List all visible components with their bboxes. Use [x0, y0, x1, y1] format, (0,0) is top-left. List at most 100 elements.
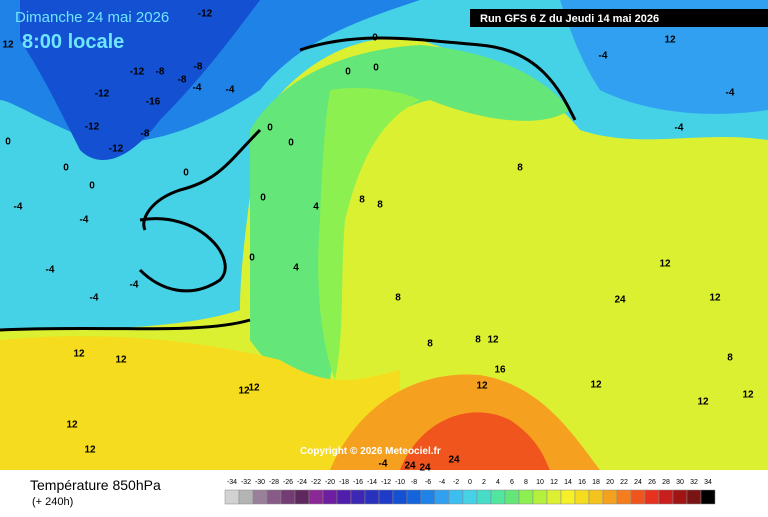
- scale-swatch: [588, 489, 604, 505]
- scale-label: -16: [353, 479, 363, 486]
- scale-swatch: [392, 489, 408, 505]
- scale-label: 2: [482, 479, 486, 486]
- contour-label: 12: [742, 390, 754, 401]
- scale-label: 28: [662, 479, 670, 486]
- scale-swatch: [364, 489, 380, 505]
- contour-label: 0: [249, 253, 255, 264]
- scale-label: -20: [325, 479, 335, 486]
- isotherm-line: [138, 128, 262, 293]
- contour-label: 0: [345, 67, 351, 78]
- scale-swatch: [224, 489, 240, 505]
- contour-label: 24: [404, 461, 416, 472]
- contour-label: 0: [89, 181, 95, 192]
- contour-label: -8: [194, 62, 203, 73]
- hottest-region: [400, 412, 550, 470]
- contour-label: 12: [73, 349, 85, 360]
- forecast-time: 8:00 locale: [22, 31, 124, 53]
- scale-swatch: [434, 489, 450, 505]
- scale-swatch: [504, 489, 520, 505]
- contour-label: 0: [288, 138, 294, 149]
- scale-label: 24: [634, 479, 642, 486]
- contour-label: 0: [372, 33, 378, 44]
- contour-label: 12: [709, 293, 721, 304]
- contour-label: 8: [517, 163, 523, 174]
- contour-label: -4: [80, 215, 89, 226]
- scale-swatch: [238, 489, 254, 505]
- contour-label: 16: [494, 365, 506, 376]
- scale-swatch: [294, 489, 310, 505]
- contour-label: 8: [359, 195, 365, 206]
- scale-label: -34: [227, 479, 237, 486]
- scale-swatch: [616, 489, 632, 505]
- isotherm-line: [299, 36, 577, 121]
- scale-swatch: [658, 489, 674, 505]
- contour-label: -8: [178, 75, 187, 86]
- scale-swatch: [560, 489, 576, 505]
- forecast-lead: (+ 240h): [32, 496, 73, 508]
- scale-swatch: [686, 489, 702, 505]
- contour-label: -12: [109, 144, 124, 155]
- scale-swatch: [546, 489, 562, 505]
- contour-label: 24: [419, 463, 431, 474]
- scale-swatch: [672, 489, 688, 505]
- run-box: [470, 9, 768, 27]
- scale-label: 12: [550, 479, 558, 486]
- contour-label: 12: [659, 259, 671, 270]
- contour-label: 12: [84, 445, 96, 456]
- scale-swatch: [490, 489, 506, 505]
- scale-swatch: [336, 489, 352, 505]
- scale-label: 14: [564, 479, 572, 486]
- scale-label: 10: [536, 479, 544, 486]
- contour-label: -12: [198, 9, 213, 20]
- contour-label: 12: [115, 355, 127, 366]
- contour-label: -4: [675, 123, 684, 134]
- scale-label: 16: [578, 479, 586, 486]
- scale-swatch: [350, 489, 366, 505]
- contour-label: -4: [599, 51, 608, 62]
- scale-swatch: [700, 489, 716, 505]
- cold-northeast: [560, 0, 768, 114]
- scale-label: 32: [690, 479, 698, 486]
- scale-label: -22: [311, 479, 321, 486]
- warm-region: [0, 336, 400, 470]
- contour-label: 0: [183, 168, 189, 179]
- scale-label: -2: [453, 479, 459, 486]
- scale-label: -18: [339, 479, 349, 486]
- scale-label: 34: [704, 479, 712, 486]
- scale-label: -8: [411, 479, 417, 486]
- scale-label: -30: [255, 479, 265, 486]
- scale-swatch: [476, 489, 492, 505]
- contour-labels: 12 -12 0 0 0 -12 -8 -8 -8 -4 -12 -16 -12 -8 -12 0 0 0 0 0 0 0…: [2, 9, 754, 474]
- scale-label: -4: [439, 479, 445, 486]
- scale-swatch: [378, 489, 394, 505]
- scale-label: -12: [381, 479, 391, 486]
- contour-label: 4: [313, 202, 319, 213]
- scale-label: -26: [283, 479, 293, 486]
- scale-label: -24: [297, 479, 307, 486]
- contour-label: 12: [697, 397, 709, 408]
- contour-label: 8: [475, 335, 481, 346]
- scale-swatch: [462, 489, 478, 505]
- scale-label: -32: [241, 479, 251, 486]
- contour-label: 8: [377, 200, 383, 211]
- contour-label: -4: [90, 293, 99, 304]
- contour-label: 12: [2, 40, 14, 51]
- contour-label: 4: [293, 263, 299, 274]
- contour-label: 12: [238, 386, 250, 397]
- copyright: Copyright © 2026 Meteociel.fr: [300, 446, 441, 457]
- scale-swatch: [406, 489, 422, 505]
- contour-label: 24: [448, 455, 460, 466]
- contour-label: -12: [130, 67, 145, 78]
- contour-label: 12: [590, 380, 602, 391]
- run-info: Run GFS 6 Z du Jeudi 14 mai 2026: [480, 13, 659, 25]
- scale-label: 22: [620, 479, 628, 486]
- contour-label: 12: [487, 335, 499, 346]
- scale-label: 18: [592, 479, 600, 486]
- contour-label: 8: [727, 353, 733, 364]
- scale-swatch: [448, 489, 464, 505]
- contour-label: -4: [726, 88, 735, 99]
- scale-label: 8: [524, 479, 528, 486]
- contour-label: -16: [146, 97, 161, 108]
- contour-label: -12: [95, 89, 110, 100]
- scale-swatch: [630, 489, 646, 505]
